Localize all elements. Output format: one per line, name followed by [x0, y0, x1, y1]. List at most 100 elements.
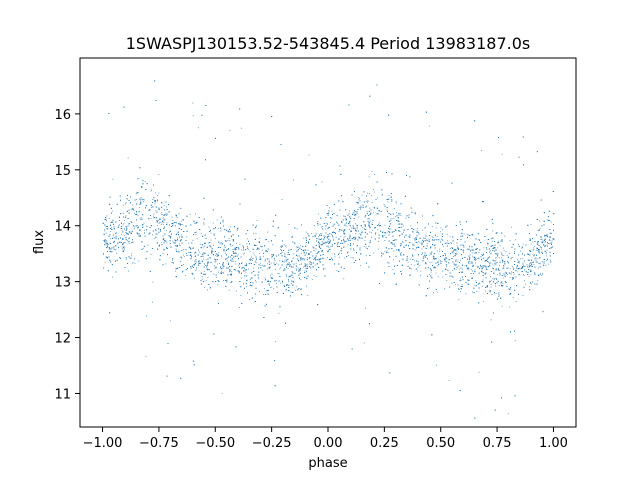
data-point — [468, 246, 470, 248]
data-point — [272, 244, 274, 246]
data-point — [131, 242, 132, 243]
data-point — [395, 202, 397, 204]
data-point — [515, 239, 516, 241]
data-point — [437, 262, 439, 264]
data-point — [210, 239, 212, 241]
data-point — [122, 224, 124, 226]
data-point — [354, 236, 356, 238]
data-point — [458, 265, 460, 267]
data-point — [419, 265, 421, 267]
data-point — [392, 269, 394, 270]
data-point — [128, 231, 130, 232]
data-point — [436, 250, 438, 252]
data-point — [337, 223, 339, 225]
data-point — [505, 271, 507, 273]
data-point — [422, 229, 424, 231]
data-point — [366, 211, 368, 212]
data-point — [137, 214, 139, 216]
data-point — [307, 266, 309, 268]
data-point — [189, 213, 191, 215]
data-point — [216, 219, 218, 221]
data-point — [450, 248, 451, 250]
data-point — [155, 210, 157, 212]
data-point — [457, 260, 459, 262]
data-point — [370, 220, 371, 222]
data-point — [462, 268, 463, 270]
data-point — [280, 249, 281, 250]
data-point — [152, 281, 154, 283]
data-point — [252, 252, 254, 254]
data-point — [548, 219, 550, 221]
data-point — [545, 244, 547, 246]
data-point — [353, 212, 355, 214]
data-point — [210, 245, 211, 247]
data-point — [224, 244, 225, 246]
data-point — [526, 264, 528, 266]
data-point — [119, 256, 120, 258]
data-point — [223, 280, 224, 281]
data-point — [411, 231, 413, 233]
data-point — [435, 227, 437, 229]
data-point — [509, 273, 511, 275]
data-point — [276, 262, 278, 264]
data-point — [158, 192, 160, 194]
data-point — [424, 257, 426, 258]
data-point — [295, 262, 297, 264]
data-point — [288, 264, 289, 265]
data-point — [421, 248, 423, 250]
data-point — [319, 224, 321, 225]
data-point — [279, 268, 281, 270]
data-point — [349, 229, 350, 230]
data-point — [428, 287, 430, 289]
data-point — [501, 257, 502, 259]
data-point — [350, 257, 352, 259]
data-point — [283, 244, 285, 246]
data-point — [112, 237, 114, 239]
data-point — [329, 207, 331, 209]
data-point — [494, 262, 496, 264]
data-point — [497, 247, 499, 249]
data-point — [235, 290, 237, 292]
data-points — [102, 80, 555, 419]
data-point — [166, 242, 168, 244]
data-point — [433, 292, 434, 294]
data-point — [254, 260, 256, 262]
data-point — [546, 249, 548, 251]
data-point — [142, 247, 144, 249]
data-point — [160, 218, 161, 220]
data-point — [335, 228, 336, 230]
data-point — [178, 213, 180, 214]
data-point — [314, 225, 315, 226]
data-point — [513, 273, 515, 275]
data-point — [343, 278, 345, 280]
data-point — [469, 254, 471, 256]
data-point — [400, 227, 402, 228]
data-point — [268, 241, 270, 243]
data-point — [319, 262, 321, 263]
data-point — [442, 255, 444, 257]
data-point — [248, 249, 250, 251]
data-point — [278, 273, 280, 275]
data-point — [455, 263, 457, 265]
data-point — [197, 127, 199, 129]
data-point — [391, 218, 393, 220]
data-point — [530, 274, 532, 276]
data-point — [393, 259, 394, 261]
data-point — [413, 244, 415, 246]
data-point — [458, 268, 460, 270]
data-point — [215, 267, 217, 269]
data-point — [504, 235, 506, 237]
data-point — [175, 270, 176, 272]
data-point — [477, 258, 479, 259]
data-point — [398, 221, 400, 222]
data-point — [146, 315, 148, 317]
data-point — [415, 238, 417, 240]
data-point — [185, 252, 187, 254]
data-point — [369, 231, 371, 233]
data-point — [235, 263, 237, 265]
data-point — [464, 257, 466, 258]
data-point — [442, 245, 444, 247]
data-point — [300, 252, 302, 254]
data-point — [505, 250, 507, 252]
data-point — [180, 220, 182, 222]
